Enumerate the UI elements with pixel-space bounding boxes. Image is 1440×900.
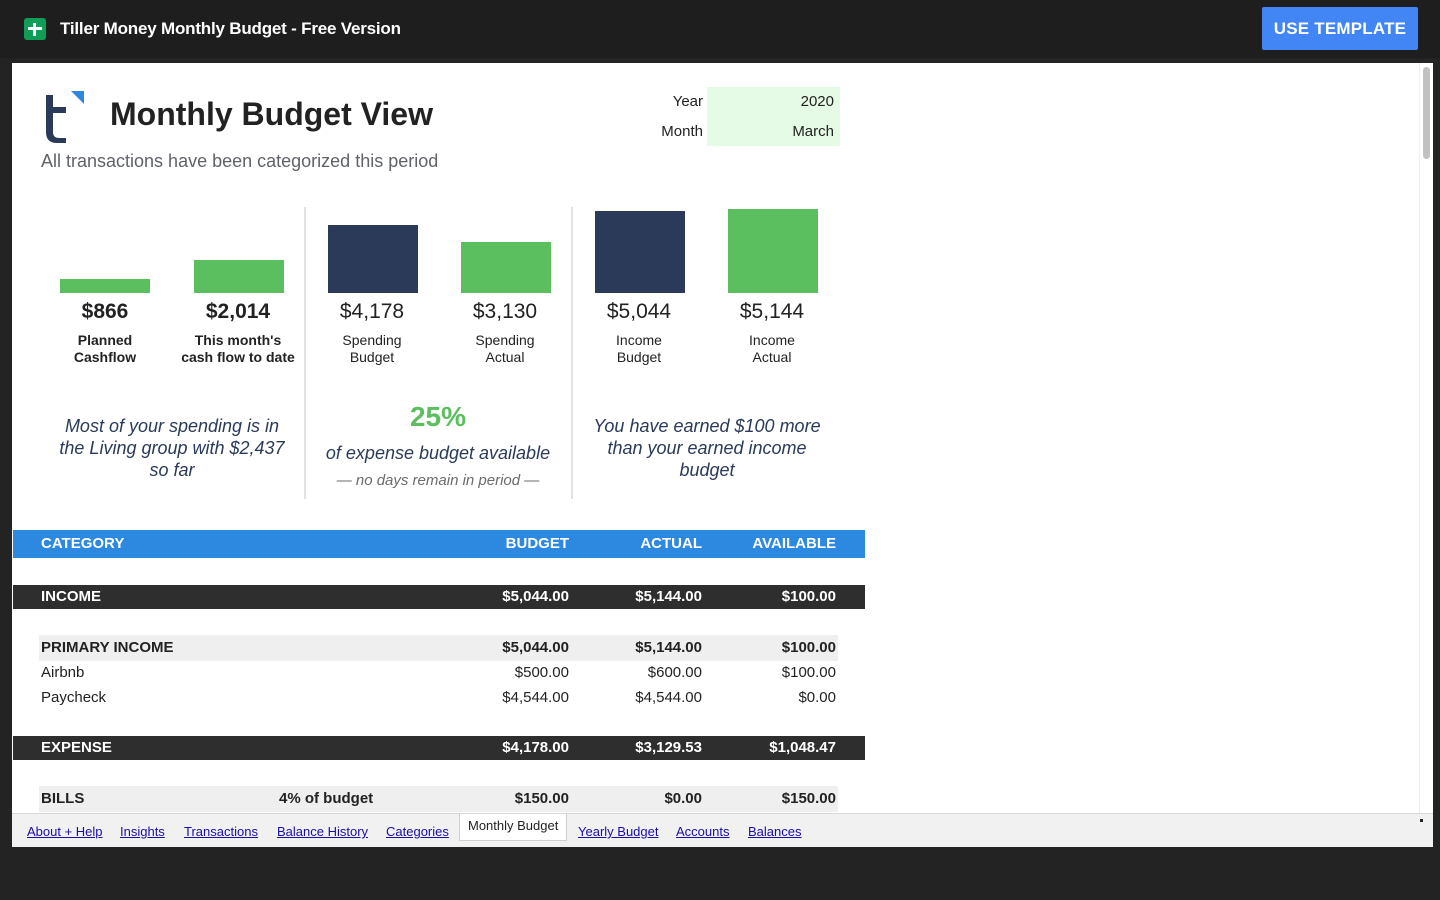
tab-insights[interactable]: Insights xyxy=(120,824,165,839)
expense-group-row: EXPENSE $4,178.00 $3,129.53 $1,048.47 xyxy=(13,736,865,760)
category-column-header: CATEGORY xyxy=(41,535,125,552)
row-label: BILLS xyxy=(41,790,85,807)
document-title: Tiller Money Monthly Budget - Free Versi… xyxy=(60,19,401,38)
tab-transactions[interactable]: Transactions xyxy=(184,824,258,839)
tab-balances[interactable]: Balances xyxy=(748,824,802,839)
income-actual-value: $5,144 xyxy=(739,300,805,323)
row-actual: $600.00 xyxy=(647,664,702,681)
expense-available-caption: of expense budget available xyxy=(325,443,551,463)
spending-group-note: Most of your spending is in the Living g… xyxy=(59,416,285,480)
tab-balance-history[interactable]: Balance History xyxy=(277,824,369,839)
month-field[interactable]: March xyxy=(707,117,840,146)
row-budget: $5,044.00 xyxy=(502,639,569,656)
section-divider xyxy=(304,207,306,499)
row-budget: $5,044.00 xyxy=(502,588,569,605)
income-actual-bar xyxy=(728,209,818,293)
row-label: EXPENSE xyxy=(41,739,112,756)
cashflow-to-date-bar xyxy=(194,260,284,293)
available-column-header: AVAILABLE xyxy=(752,535,836,552)
scrollbar-thumb[interactable] xyxy=(1423,67,1430,159)
tab-monthly-budget[interactable]: Monthly Budget xyxy=(459,814,568,841)
planned-cashflow-value: $866 xyxy=(81,300,129,323)
page-title: Monthly Budget View xyxy=(110,96,433,132)
row-budget: $500.00 xyxy=(514,664,569,681)
corner-dot xyxy=(1420,819,1423,822)
spending-budget-bar xyxy=(328,225,418,293)
sheet-content: Monthly Budget View All transactions hav… xyxy=(12,63,1420,813)
row-actual: $5,144.00 xyxy=(635,639,702,656)
tiller-logo xyxy=(46,91,84,143)
row-actual: $0.00 xyxy=(664,790,702,807)
spending-actual-bar xyxy=(461,242,551,293)
income-budget-label: Income Budget xyxy=(616,332,662,365)
row-label: PRIMARY INCOME xyxy=(41,639,174,656)
table-row: Airbnb $500.00 $600.00 $100.00 xyxy=(39,660,838,686)
google-sheets-icon xyxy=(24,18,46,40)
income-note: You have earned $100 more than your earn… xyxy=(593,416,821,480)
row-available: $150.00 xyxy=(781,790,836,807)
spending-actual-label: Spending Actual xyxy=(475,332,535,365)
bills-row: BILLS 4% of budget $150.00 $0.00 $150.00 xyxy=(39,786,838,812)
tab-categories[interactable]: Categories xyxy=(386,824,449,839)
row-actual: $4,544.00 xyxy=(635,689,702,706)
row-budget: $150.00 xyxy=(514,790,569,807)
tab-accounts[interactable]: Accounts xyxy=(676,824,730,839)
row-label: Airbnb xyxy=(41,664,85,681)
row-label: INCOME xyxy=(41,588,101,605)
table-header: CATEGORY BUDGET ACTUAL AVAILABLE xyxy=(13,530,865,558)
actual-column-header: ACTUAL xyxy=(640,535,702,552)
income-budget-bar xyxy=(595,211,685,293)
vertical-scrollbar[interactable] xyxy=(1419,63,1433,813)
cashflow-to-date-label: This month's cash flow to date xyxy=(181,332,295,365)
expense-available-percent: 25% xyxy=(409,401,467,432)
primary-income-row: PRIMARY INCOME $5,044.00 $5,144.00 $100.… xyxy=(39,635,838,661)
row-actual: $5,144.00 xyxy=(635,588,702,605)
spending-budget-value: $4,178 xyxy=(339,300,405,323)
spending-actual-value: $3,130 xyxy=(472,300,538,323)
row-available: $1,048.47 xyxy=(769,739,836,756)
planned-cashflow-bar xyxy=(60,279,150,293)
tab-about-help[interactable]: About + Help xyxy=(27,824,103,839)
use-template-button[interactable]: USE TEMPLATE xyxy=(1262,7,1418,50)
spreadsheet-view: Monthly Budget View All transactions hav… xyxy=(12,63,1433,847)
row-label: Paycheck xyxy=(41,689,107,706)
income-actual-label: Income Actual xyxy=(749,332,795,365)
tab-yearly-budget[interactable]: Yearly Budget xyxy=(578,824,659,839)
page-subtitle: All transactions have been categorized t… xyxy=(41,151,439,171)
days-remaining-note: — no days remain in period — xyxy=(336,472,540,489)
row-available: $0.00 xyxy=(798,689,836,706)
row-available: $100.00 xyxy=(781,639,836,656)
row-available: $100.00 xyxy=(781,664,836,681)
row-available: $100.00 xyxy=(781,588,836,605)
month-label: Month xyxy=(661,123,703,140)
row-budget: $4,544.00 xyxy=(502,689,569,706)
year-field[interactable]: 2020 xyxy=(707,87,840,117)
row-actual: $3,129.53 xyxy=(635,739,702,756)
sheet-tabs: About + Help Insights Transactions Balan… xyxy=(12,813,1433,847)
section-divider xyxy=(571,207,573,499)
row-budget: $4,178.00 xyxy=(502,739,569,756)
spending-budget-label: Spending Budget xyxy=(342,332,402,365)
planned-cashflow-label: Planned Cashflow xyxy=(73,332,137,365)
cashflow-to-date-value: $2,014 xyxy=(205,300,271,323)
percent-of-budget: 4% of budget xyxy=(279,790,374,807)
income-budget-value: $5,044 xyxy=(606,300,672,323)
year-label: Year xyxy=(672,93,703,110)
income-group-row: INCOME $5,044.00 $5,144.00 $100.00 xyxy=(13,585,865,609)
budget-column-header: BUDGET xyxy=(505,535,569,552)
top-bar: Tiller Money Monthly Budget - Free Versi… xyxy=(0,0,1440,58)
table-row: Paycheck $4,544.00 $4,544.00 $0.00 xyxy=(39,685,838,711)
